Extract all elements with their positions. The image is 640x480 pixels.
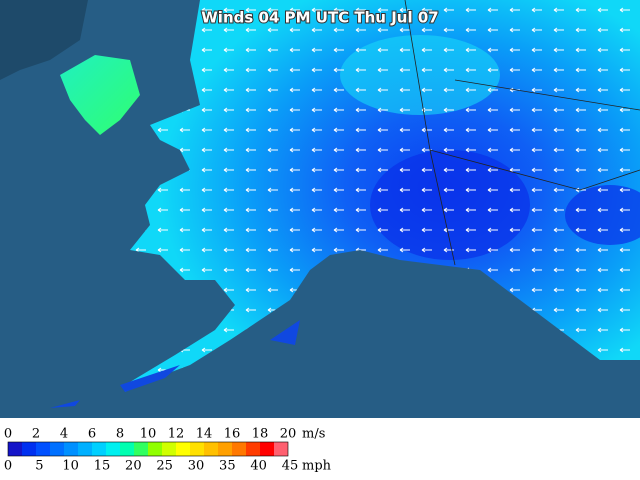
legend-swatch xyxy=(176,442,190,456)
legend-swatch xyxy=(232,442,246,456)
legend-swatch xyxy=(22,442,36,456)
ms-tick-label: 0 xyxy=(4,427,12,442)
legend: 0 2 4 6 8 10 12 14 16 18 20 0 5 10 15 20 25 30 35 40 45 m/s mp… xyxy=(4,427,332,474)
ms-tick-label: 12 xyxy=(168,427,185,442)
map-title: Winds 04 PM UTC Thu Jul 07 xyxy=(201,9,438,27)
land-nodata xyxy=(0,0,88,80)
legend-swatch xyxy=(246,442,260,456)
mph-tick-label: 30 xyxy=(188,459,205,474)
ms-tick-label: 4 xyxy=(60,427,68,442)
mph-tick-label: 15 xyxy=(94,459,111,474)
ms-tick-label: 14 xyxy=(196,427,213,442)
legend-swatch xyxy=(162,442,176,456)
legend-swatch xyxy=(190,442,204,456)
legend-swatch xyxy=(274,442,288,456)
legend-frame xyxy=(7,441,289,457)
mph-tick-label: 45 xyxy=(282,459,299,474)
borders xyxy=(404,0,640,266)
mph-tick-label: 0 xyxy=(4,459,12,474)
legend-swatch xyxy=(78,442,92,456)
legend-swatch xyxy=(106,442,120,456)
ms-tick-label: 16 xyxy=(224,427,241,442)
ms-tick-label: 8 xyxy=(116,427,124,442)
mph-unit: mph xyxy=(302,459,332,474)
mph-tick-label: 5 xyxy=(35,459,43,474)
ms-tick-label: 6 xyxy=(88,427,96,442)
ms-tick-label: 10 xyxy=(140,427,157,442)
legend-swatch xyxy=(92,442,106,456)
ms-tick-label: 20 xyxy=(280,427,297,442)
legend-swatch xyxy=(120,442,134,456)
chukotka xyxy=(60,55,140,135)
legend-swatch xyxy=(204,442,218,456)
legend-swatch xyxy=(134,442,148,456)
mph-tick-label: 40 xyxy=(250,459,267,474)
ms-tick-label: 18 xyxy=(252,427,269,442)
legend-swatch xyxy=(8,442,22,456)
mph-tick-label: 20 xyxy=(125,459,142,474)
legend-swatch xyxy=(148,442,162,456)
mph-tick-label: 10 xyxy=(62,459,79,474)
legend-swatch xyxy=(260,442,274,456)
mph-tick-label: 25 xyxy=(156,459,173,474)
ms-unit: m/s xyxy=(302,427,325,442)
mph-tick-label: 35 xyxy=(219,459,236,474)
legend-swatch xyxy=(64,442,78,456)
legend-swatch xyxy=(218,442,232,456)
legend-swatch xyxy=(50,442,64,456)
ms-tick-label: 2 xyxy=(32,427,40,442)
legend-swatch xyxy=(36,442,50,456)
